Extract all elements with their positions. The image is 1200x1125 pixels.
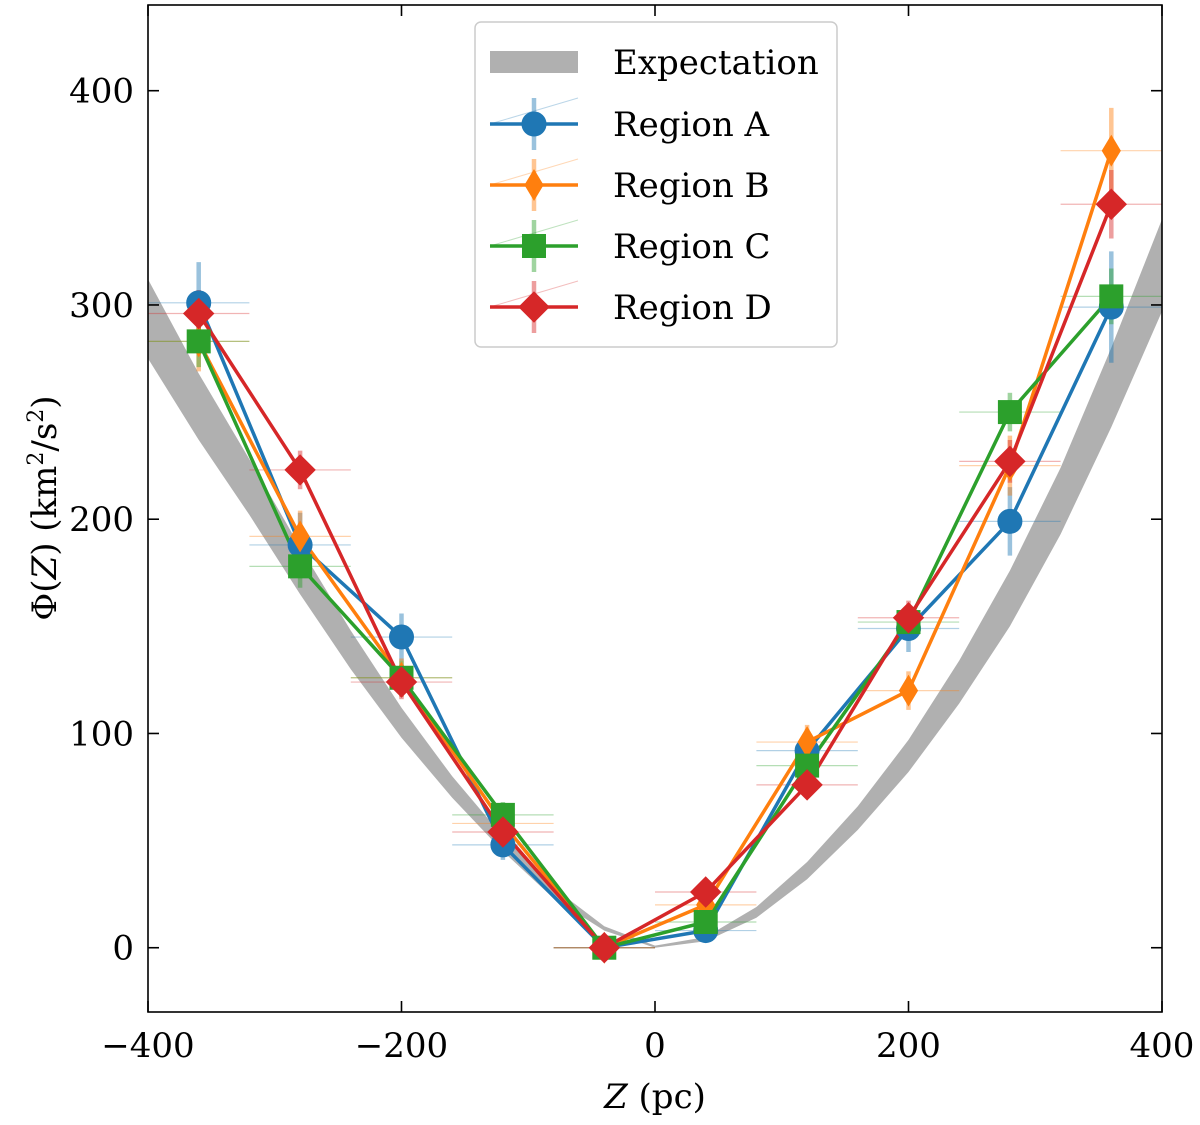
x-tick-label: −200 <box>355 1026 448 1066</box>
expectation-band <box>148 219 1162 948</box>
legend-entry-region-d: Region D <box>489 280 772 333</box>
region-a-point <box>389 624 414 650</box>
region-d-point <box>1095 188 1128 220</box>
legend: Expectation Region A Region B Region C Regio… <box>474 21 838 348</box>
legend-marker <box>521 111 547 137</box>
legend-marker <box>518 291 550 323</box>
y-tick-label: 300 <box>69 286 134 326</box>
legend-marker <box>522 234 546 258</box>
region-a-point <box>997 508 1023 534</box>
y-tick-label: 400 <box>69 72 134 112</box>
region-b-point <box>898 674 919 707</box>
region-b-line <box>197 150 1113 950</box>
region-c-point <box>1099 284 1124 309</box>
region-d-line <box>197 203 1113 950</box>
region-d-point <box>791 769 823 801</box>
y-axis-variable: Z <box>25 554 65 580</box>
legend-label: Region B <box>613 166 770 206</box>
y-tick-label: 0 <box>112 929 134 969</box>
legend-entries: Expectation Region A Region B Region C Regio… <box>489 43 819 333</box>
plot-area <box>148 107 1162 964</box>
series-lines-layer <box>197 150 1113 950</box>
region-c-point <box>186 329 211 354</box>
legend-entry-region-b: Region B <box>489 158 770 211</box>
y-axis-mid2: /s <box>25 423 65 452</box>
legend-label: Region C <box>613 227 771 267</box>
x-tick-label: 0 <box>644 1026 666 1066</box>
markers-layer <box>182 134 1128 964</box>
legend-label: Region D <box>613 288 772 328</box>
legend-box <box>474 21 838 348</box>
region-c-point <box>997 400 1022 425</box>
legend-entry-region-c: Region C <box>489 219 771 272</box>
region-d-point <box>487 816 519 848</box>
y-axis-prefix: Φ( <box>25 579 65 620</box>
legend-entry-expectation: Expectation <box>490 43 819 83</box>
y-axis-title: Φ(Z) (km2/s2) <box>24 395 65 620</box>
region-d-point <box>689 876 722 908</box>
region-d-point <box>385 666 418 698</box>
legend-xerr <box>489 97 579 125</box>
x-tick-label: 400 <box>1130 1026 1195 1066</box>
y-tick-label: 100 <box>69 714 134 754</box>
region-d-point <box>892 602 925 634</box>
legend-swatch-expectation <box>490 51 578 73</box>
region-d-point <box>182 297 215 330</box>
region-d-point <box>588 932 621 964</box>
legend-marker <box>524 169 544 201</box>
x-tick-label: −400 <box>101 1026 194 1066</box>
legend-label: Region A <box>613 105 770 145</box>
region-b-point <box>1101 134 1121 167</box>
region-c-point <box>693 910 718 935</box>
region-d-point <box>994 445 1026 478</box>
y-tick-label: 200 <box>69 500 134 540</box>
ticks-layer: −400 −200 0 200 400 0 100 200 300 400 <box>69 5 1194 1066</box>
legend-entry-region-a: Region A <box>489 97 770 150</box>
region-b-point <box>290 520 310 553</box>
x-tick-label: 200 <box>876 1026 941 1066</box>
legend-xerr <box>489 219 579 247</box>
y-axis-mid: ) (km <box>25 466 65 556</box>
region-c-line <box>197 295 1113 950</box>
x-axis-unit: (pc) <box>628 1077 706 1117</box>
y-axis-sup1: 2 <box>24 452 49 466</box>
y-axis-sup2: 2 <box>24 409 49 423</box>
region-d-point <box>284 454 316 486</box>
legend-label: Expectation <box>613 43 819 83</box>
x-axis-variable: Z <box>603 1077 629 1117</box>
region-c-point <box>288 554 313 579</box>
x-axis-title: Z (pc) <box>603 1077 706 1117</box>
y-axis-suffix: ) <box>25 395 65 408</box>
